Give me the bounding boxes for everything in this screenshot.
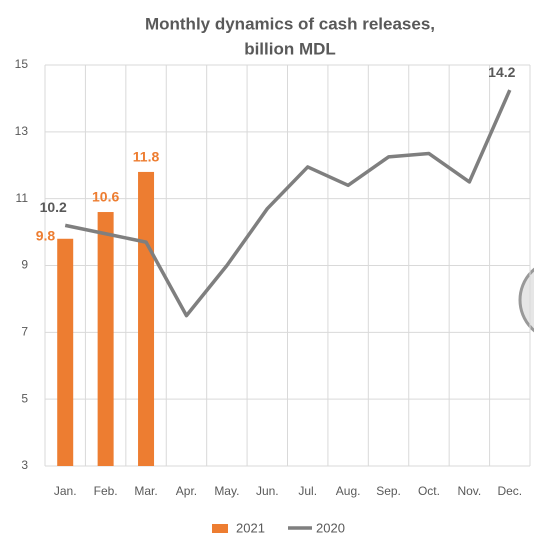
legend-label: 2020 xyxy=(316,520,345,535)
y-tick-label: 13 xyxy=(15,124,29,138)
y-tick-label: 5 xyxy=(21,391,28,405)
x-tick-label: Jul. xyxy=(298,484,317,498)
x-tick-label: Jun. xyxy=(256,484,279,498)
line xyxy=(64,89,512,318)
x-tick-label: Oct. xyxy=(418,484,440,498)
x-tick-label: Jan. xyxy=(54,484,77,498)
bar-value-label: 9.8 xyxy=(36,227,56,243)
y-tick-label: 7 xyxy=(21,325,28,339)
chart-title: Monthly dynamics of cash releases, xyxy=(145,14,435,33)
x-tick-label: Sep. xyxy=(376,484,401,498)
bar xyxy=(57,238,74,466)
line-value-label: 10.2 xyxy=(40,199,67,215)
line-value-label: 14.2 xyxy=(488,64,515,80)
legend-label: 2021 xyxy=(236,520,265,535)
chart-subtitle: billion MDL xyxy=(244,39,336,58)
bar xyxy=(97,212,114,466)
x-tick-label: Dec. xyxy=(497,484,522,498)
x-tick-label: Feb. xyxy=(94,484,118,498)
y-tick-label: 3 xyxy=(21,458,28,472)
x-tick-label: Mar. xyxy=(134,484,157,498)
y-tick-label: 15 xyxy=(15,57,29,71)
decor-circle xyxy=(518,267,534,333)
x-tick-label: May. xyxy=(214,484,239,498)
bar-value-label: 10.6 xyxy=(92,189,119,205)
bar-value-label: 11.8 xyxy=(133,149,160,165)
y-tick-label: 11 xyxy=(16,191,29,205)
x-tick-label: Apr. xyxy=(176,484,197,498)
x-tick-label: Aug. xyxy=(336,484,361,498)
bar xyxy=(138,171,155,466)
y-tick-label: 9 xyxy=(21,258,28,272)
legend-swatch xyxy=(212,524,228,533)
x-tick-label: Nov. xyxy=(457,484,481,498)
